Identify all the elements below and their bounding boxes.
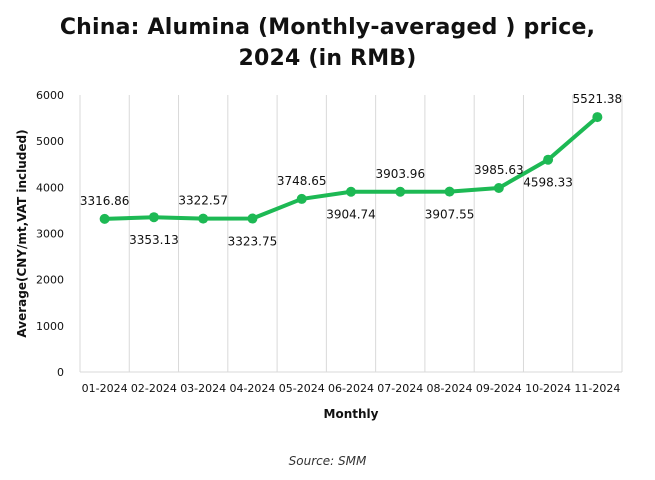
y-tick-label: 3000 bbox=[36, 228, 64, 241]
data-label: 3353.13 bbox=[129, 233, 179, 247]
x-tick-label: 10-2024 bbox=[525, 382, 571, 395]
data-label: 3903.96 bbox=[375, 167, 425, 181]
x-tick-label: 09-2024 bbox=[476, 382, 522, 395]
y-tick-label: 2000 bbox=[36, 274, 64, 287]
x-axis-title: Monthly bbox=[324, 407, 379, 421]
y-tick-label: 5000 bbox=[36, 135, 64, 148]
label-layer: 3316.86 3353.13 3322.57 3323.75 3748.65 3904.… bbox=[80, 92, 622, 248]
x-tick-label: 04-2024 bbox=[229, 382, 275, 395]
data-label: 3985.63 bbox=[474, 163, 524, 177]
chart-title-line-2: 2024 (in RMB) bbox=[238, 46, 417, 71]
y-tick-label: 4000 bbox=[36, 181, 64, 194]
data-point bbox=[395, 186, 406, 197]
data-point bbox=[99, 213, 110, 224]
x-tick-label: 08-2024 bbox=[427, 382, 473, 395]
y-tick-label: 0 bbox=[57, 366, 64, 379]
x-tick-label: 11-2024 bbox=[574, 382, 620, 395]
data-point bbox=[493, 182, 504, 193]
x-tick-label: 05-2024 bbox=[279, 382, 325, 395]
data-label: 3748.65 bbox=[277, 174, 327, 188]
data-label: 3316.86 bbox=[80, 194, 130, 208]
x-tick-label: 02-2024 bbox=[131, 382, 177, 395]
data-label: 4598.33 bbox=[523, 176, 573, 190]
x-tick-label: 01-2024 bbox=[82, 382, 128, 395]
y-axis-title: Average(CNY/mt,VAT included) bbox=[15, 129, 29, 337]
data-point bbox=[296, 193, 307, 204]
y-tick-label: 1000 bbox=[36, 320, 64, 333]
chart-title-line-1: China: Alumina (Monthly-averaged ) price… bbox=[59, 15, 596, 40]
grid-layer bbox=[79, 95, 623, 372]
data-label: 3904.74 bbox=[326, 208, 376, 222]
data-point bbox=[247, 213, 258, 224]
x-tick-label: 06-2024 bbox=[328, 382, 374, 395]
data-point bbox=[148, 212, 159, 223]
data-point bbox=[543, 154, 554, 165]
x-tick-label: 07-2024 bbox=[377, 382, 423, 395]
data-point bbox=[346, 186, 356, 197]
data-label: 3907.55 bbox=[425, 208, 475, 222]
data-label: 5521.38 bbox=[573, 92, 623, 106]
data-point bbox=[444, 186, 455, 197]
data-point bbox=[592, 112, 603, 123]
data-label: 3323.75 bbox=[228, 235, 278, 249]
series-layer bbox=[99, 112, 603, 224]
data-label: 3322.57 bbox=[178, 194, 228, 208]
y-tick-label: 6000 bbox=[36, 89, 64, 102]
chart-title: China: Alumina (Monthly-averaged ) price… bbox=[0, 12, 655, 74]
data-point bbox=[198, 213, 209, 224]
x-tick-label: 03-2024 bbox=[180, 382, 226, 395]
source-note: Source: SMM bbox=[288, 454, 367, 468]
